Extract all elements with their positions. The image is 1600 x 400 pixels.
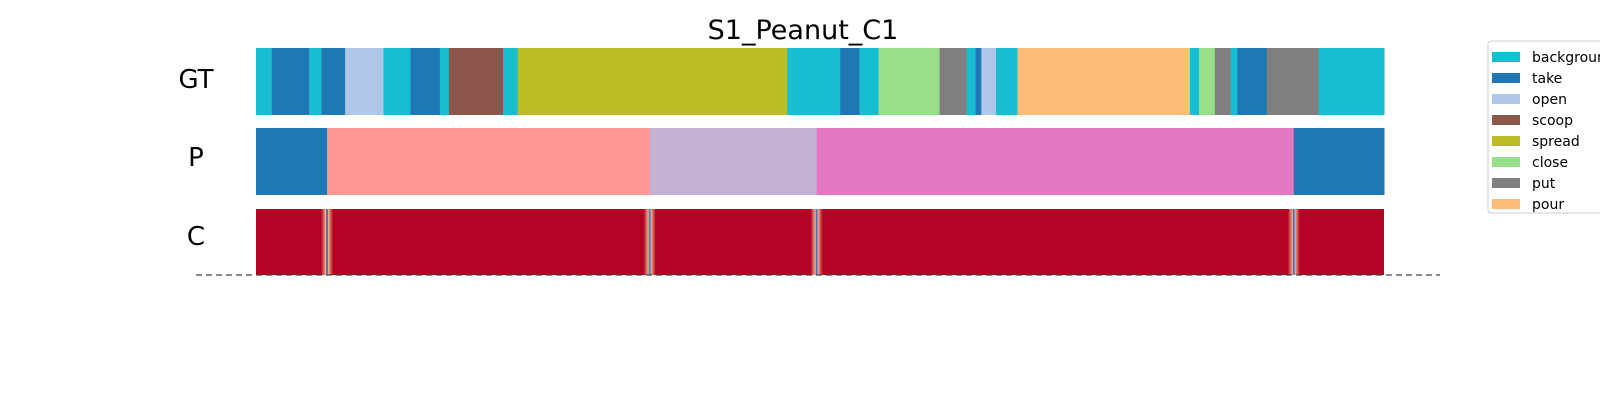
legend-label: open (1532, 92, 1567, 108)
p-segment (256, 128, 328, 195)
gt-segment (1230, 48, 1238, 115)
p-segment (816, 128, 1295, 195)
p-segment (327, 128, 651, 195)
gt-segment (995, 48, 1018, 115)
p-segments-row (256, 128, 1385, 195)
c-boundary-line (326, 209, 329, 275)
legend-frame (1487, 40, 1600, 214)
gt-segment (787, 48, 841, 115)
gt-segment (1017, 48, 1191, 115)
legend-swatch (1492, 136, 1520, 146)
gt-segment (840, 48, 860, 115)
gt-segments-row (256, 48, 1385, 115)
gt-segment (966, 48, 977, 115)
legend-swatch (1492, 178, 1520, 188)
legend-label: scoop (1532, 113, 1573, 129)
legend-label: put (1532, 176, 1556, 192)
legend-swatch (1492, 157, 1520, 167)
legend-swatch (1492, 73, 1520, 83)
p-segment (1293, 128, 1385, 195)
legend-label: take (1532, 71, 1562, 87)
c-boundary-line (1292, 209, 1295, 275)
legend-swatch (1492, 199, 1520, 209)
gt-segment (309, 48, 322, 115)
gt-segment (1214, 48, 1232, 115)
gt-segment (975, 48, 982, 115)
row-label-c: C (187, 222, 205, 252)
chart-title: S1_Peanut_C1 (708, 15, 899, 46)
gt-segment (439, 48, 450, 115)
gt-segment (256, 48, 273, 115)
legend-label: pour (1532, 197, 1564, 213)
gt-segment (1237, 48, 1268, 115)
gt-segment (981, 48, 997, 115)
gt-segment (878, 48, 941, 115)
gt-segment (1199, 48, 1216, 115)
gt-segment (1189, 48, 1200, 115)
legend: background take open scoop spread close put pou… (1487, 40, 1600, 214)
legend-label: close (1532, 155, 1568, 171)
row-label-p: P (188, 143, 204, 173)
p-segment (649, 128, 818, 195)
gt-segment (345, 48, 384, 115)
legend-swatch (1492, 52, 1520, 62)
c-confidence-row (256, 209, 1384, 275)
gt-segment (939, 48, 968, 115)
gt-segment (383, 48, 412, 115)
gt-segment (321, 48, 346, 115)
gt-segment (503, 48, 519, 115)
legend-label: background (1532, 50, 1600, 66)
gt-segment (448, 48, 504, 115)
gt-segment (271, 48, 310, 115)
gt-segment (1318, 48, 1385, 115)
row-label-gt: GT (178, 65, 213, 95)
gt-segment (859, 48, 880, 115)
c-boundary-line (815, 209, 818, 275)
legend-swatch (1492, 94, 1520, 104)
gt-segment (517, 48, 788, 115)
legend-label: spread (1532, 134, 1580, 150)
c-boundary-line (648, 209, 651, 275)
legend-swatch (1492, 115, 1520, 125)
gt-segment (1266, 48, 1320, 115)
gt-segment (410, 48, 441, 115)
